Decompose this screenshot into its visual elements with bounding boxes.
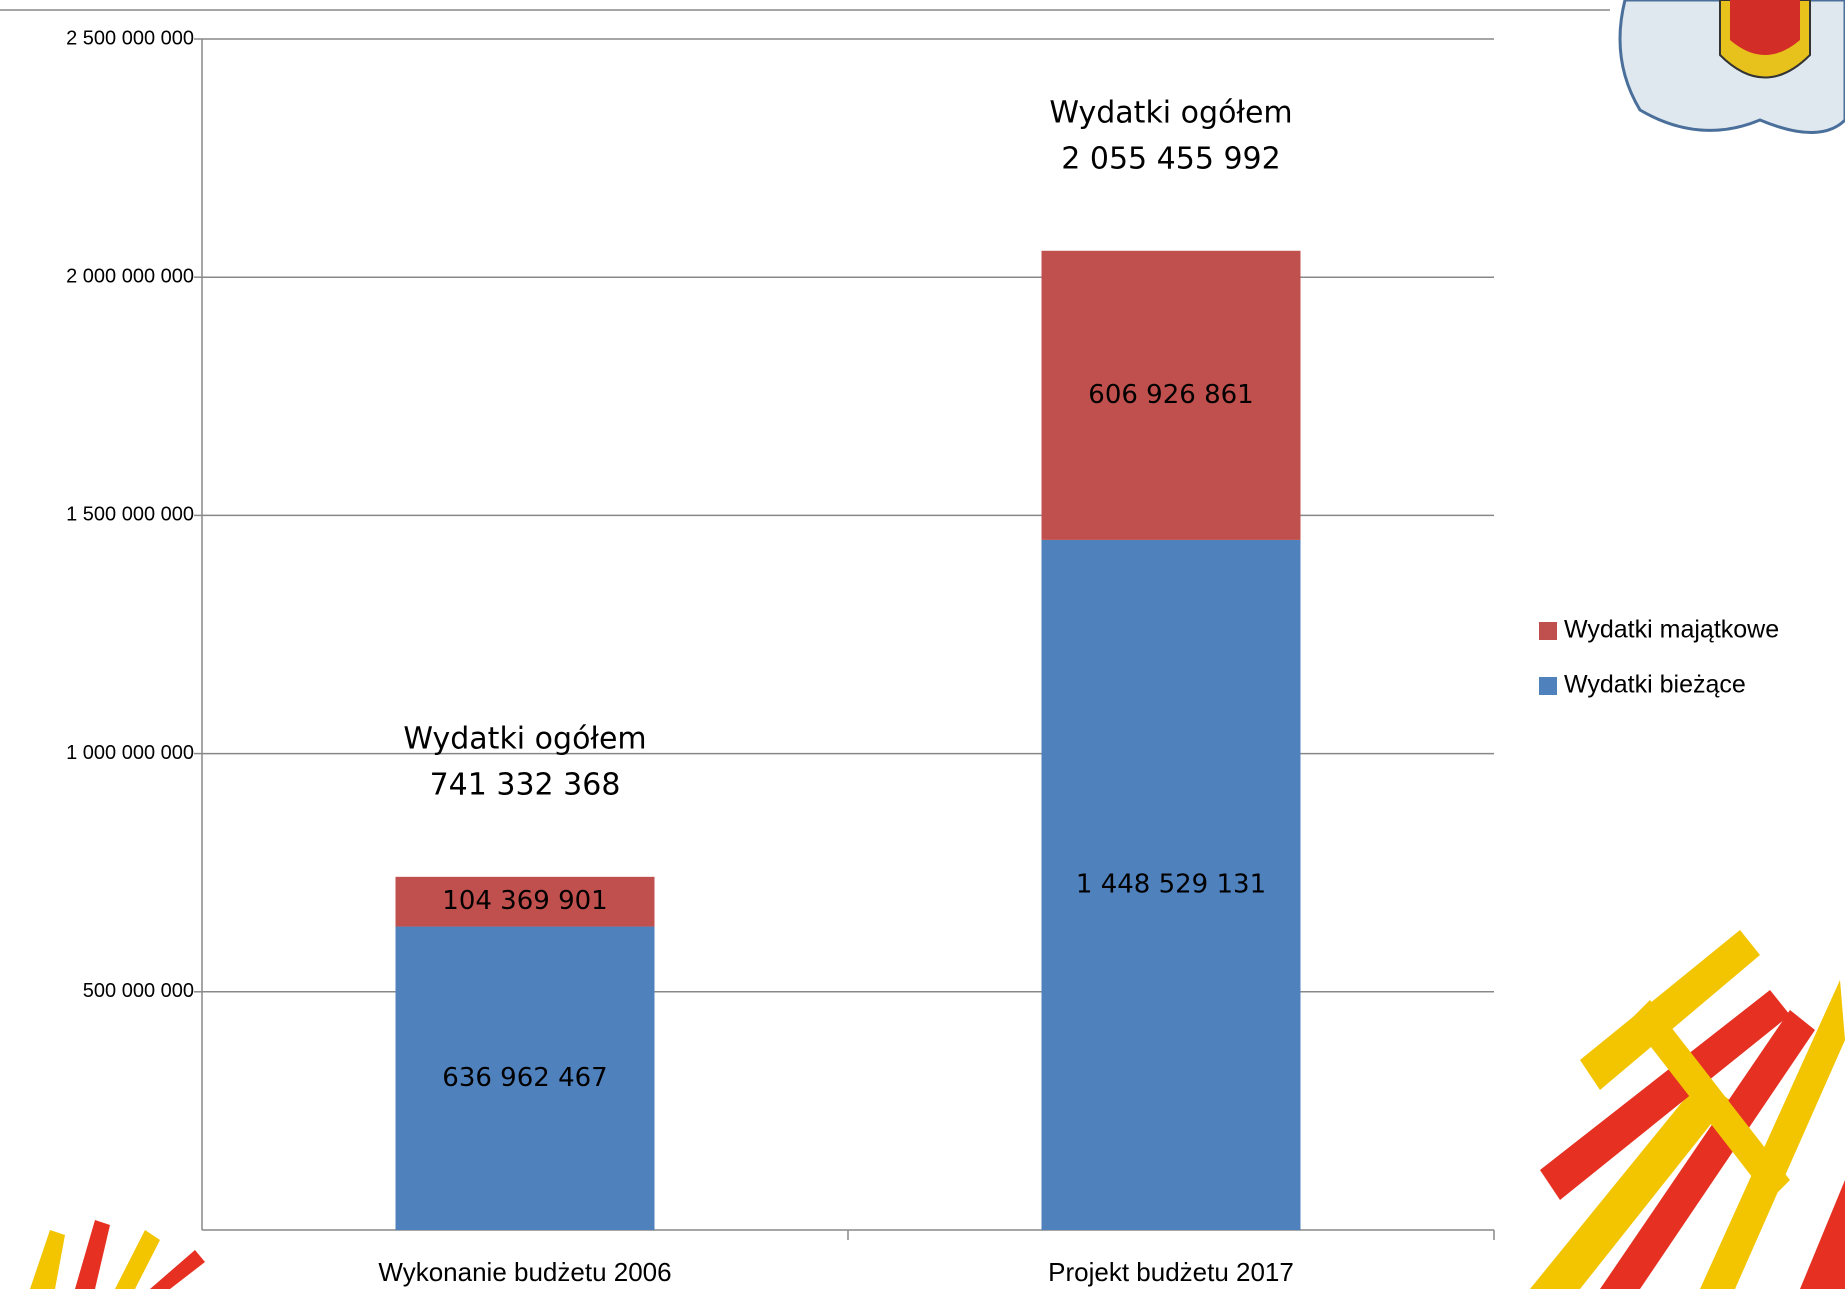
y-tick-label: 2 500 000 000 [66, 27, 194, 49]
legend-label: Wydatki majątkowe [1564, 616, 1779, 644]
bar-segment [1041, 250, 1301, 540]
bar-segment [395, 926, 655, 1230]
x-tick-label: Projekt budżetu 2017 [1048, 1257, 1294, 1287]
x-tick-label: Wykonanie budżetu 2006 [378, 1257, 671, 1287]
y-tick-label: 1 000 000 000 [66, 742, 194, 764]
y-tick-label: 500 000 000 [83, 980, 194, 1002]
y-tick-label: 1 500 000 000 [66, 504, 194, 526]
annotation-total: 741 332 368 [430, 767, 621, 802]
bar-segment [1041, 539, 1301, 1230]
annotation-title: Wydatki ogółem [1049, 95, 1292, 130]
value-label: 1 448 529 131 [1076, 869, 1266, 899]
value-label: 636 962 467 [442, 1063, 607, 1093]
coat-of-arms [1618, 0, 1845, 134]
value-label: 104 369 901 [442, 886, 607, 916]
y-tick-label: 2 000 000 000 [66, 265, 194, 287]
annotation-title: Wydatki ogółem [403, 721, 646, 756]
value-label: 606 926 861 [1088, 380, 1253, 410]
legend-label: Wydatki bieżące [1564, 671, 1746, 699]
bar-segment [395, 876, 655, 927]
legend-swatch [1539, 677, 1557, 695]
logo-rays [30, 930, 1845, 1289]
annotation-total: 2 055 455 992 [1061, 141, 1280, 176]
legend-swatch [1539, 622, 1557, 640]
